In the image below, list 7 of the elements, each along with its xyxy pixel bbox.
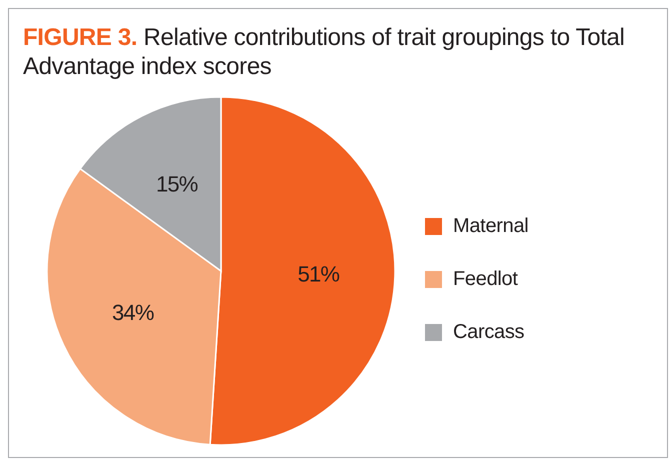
legend-label: Feedlot xyxy=(453,268,518,291)
chart-title: FIGURE 3. Relative contributions of trait groupings to Total Advantage index scores xyxy=(23,24,625,80)
legend-label: Carcass xyxy=(453,321,524,344)
data-label: 51% xyxy=(298,262,340,287)
legend-label: Maternal xyxy=(453,215,528,238)
data-label: 15% xyxy=(156,172,198,197)
data-label: 34% xyxy=(112,300,154,325)
